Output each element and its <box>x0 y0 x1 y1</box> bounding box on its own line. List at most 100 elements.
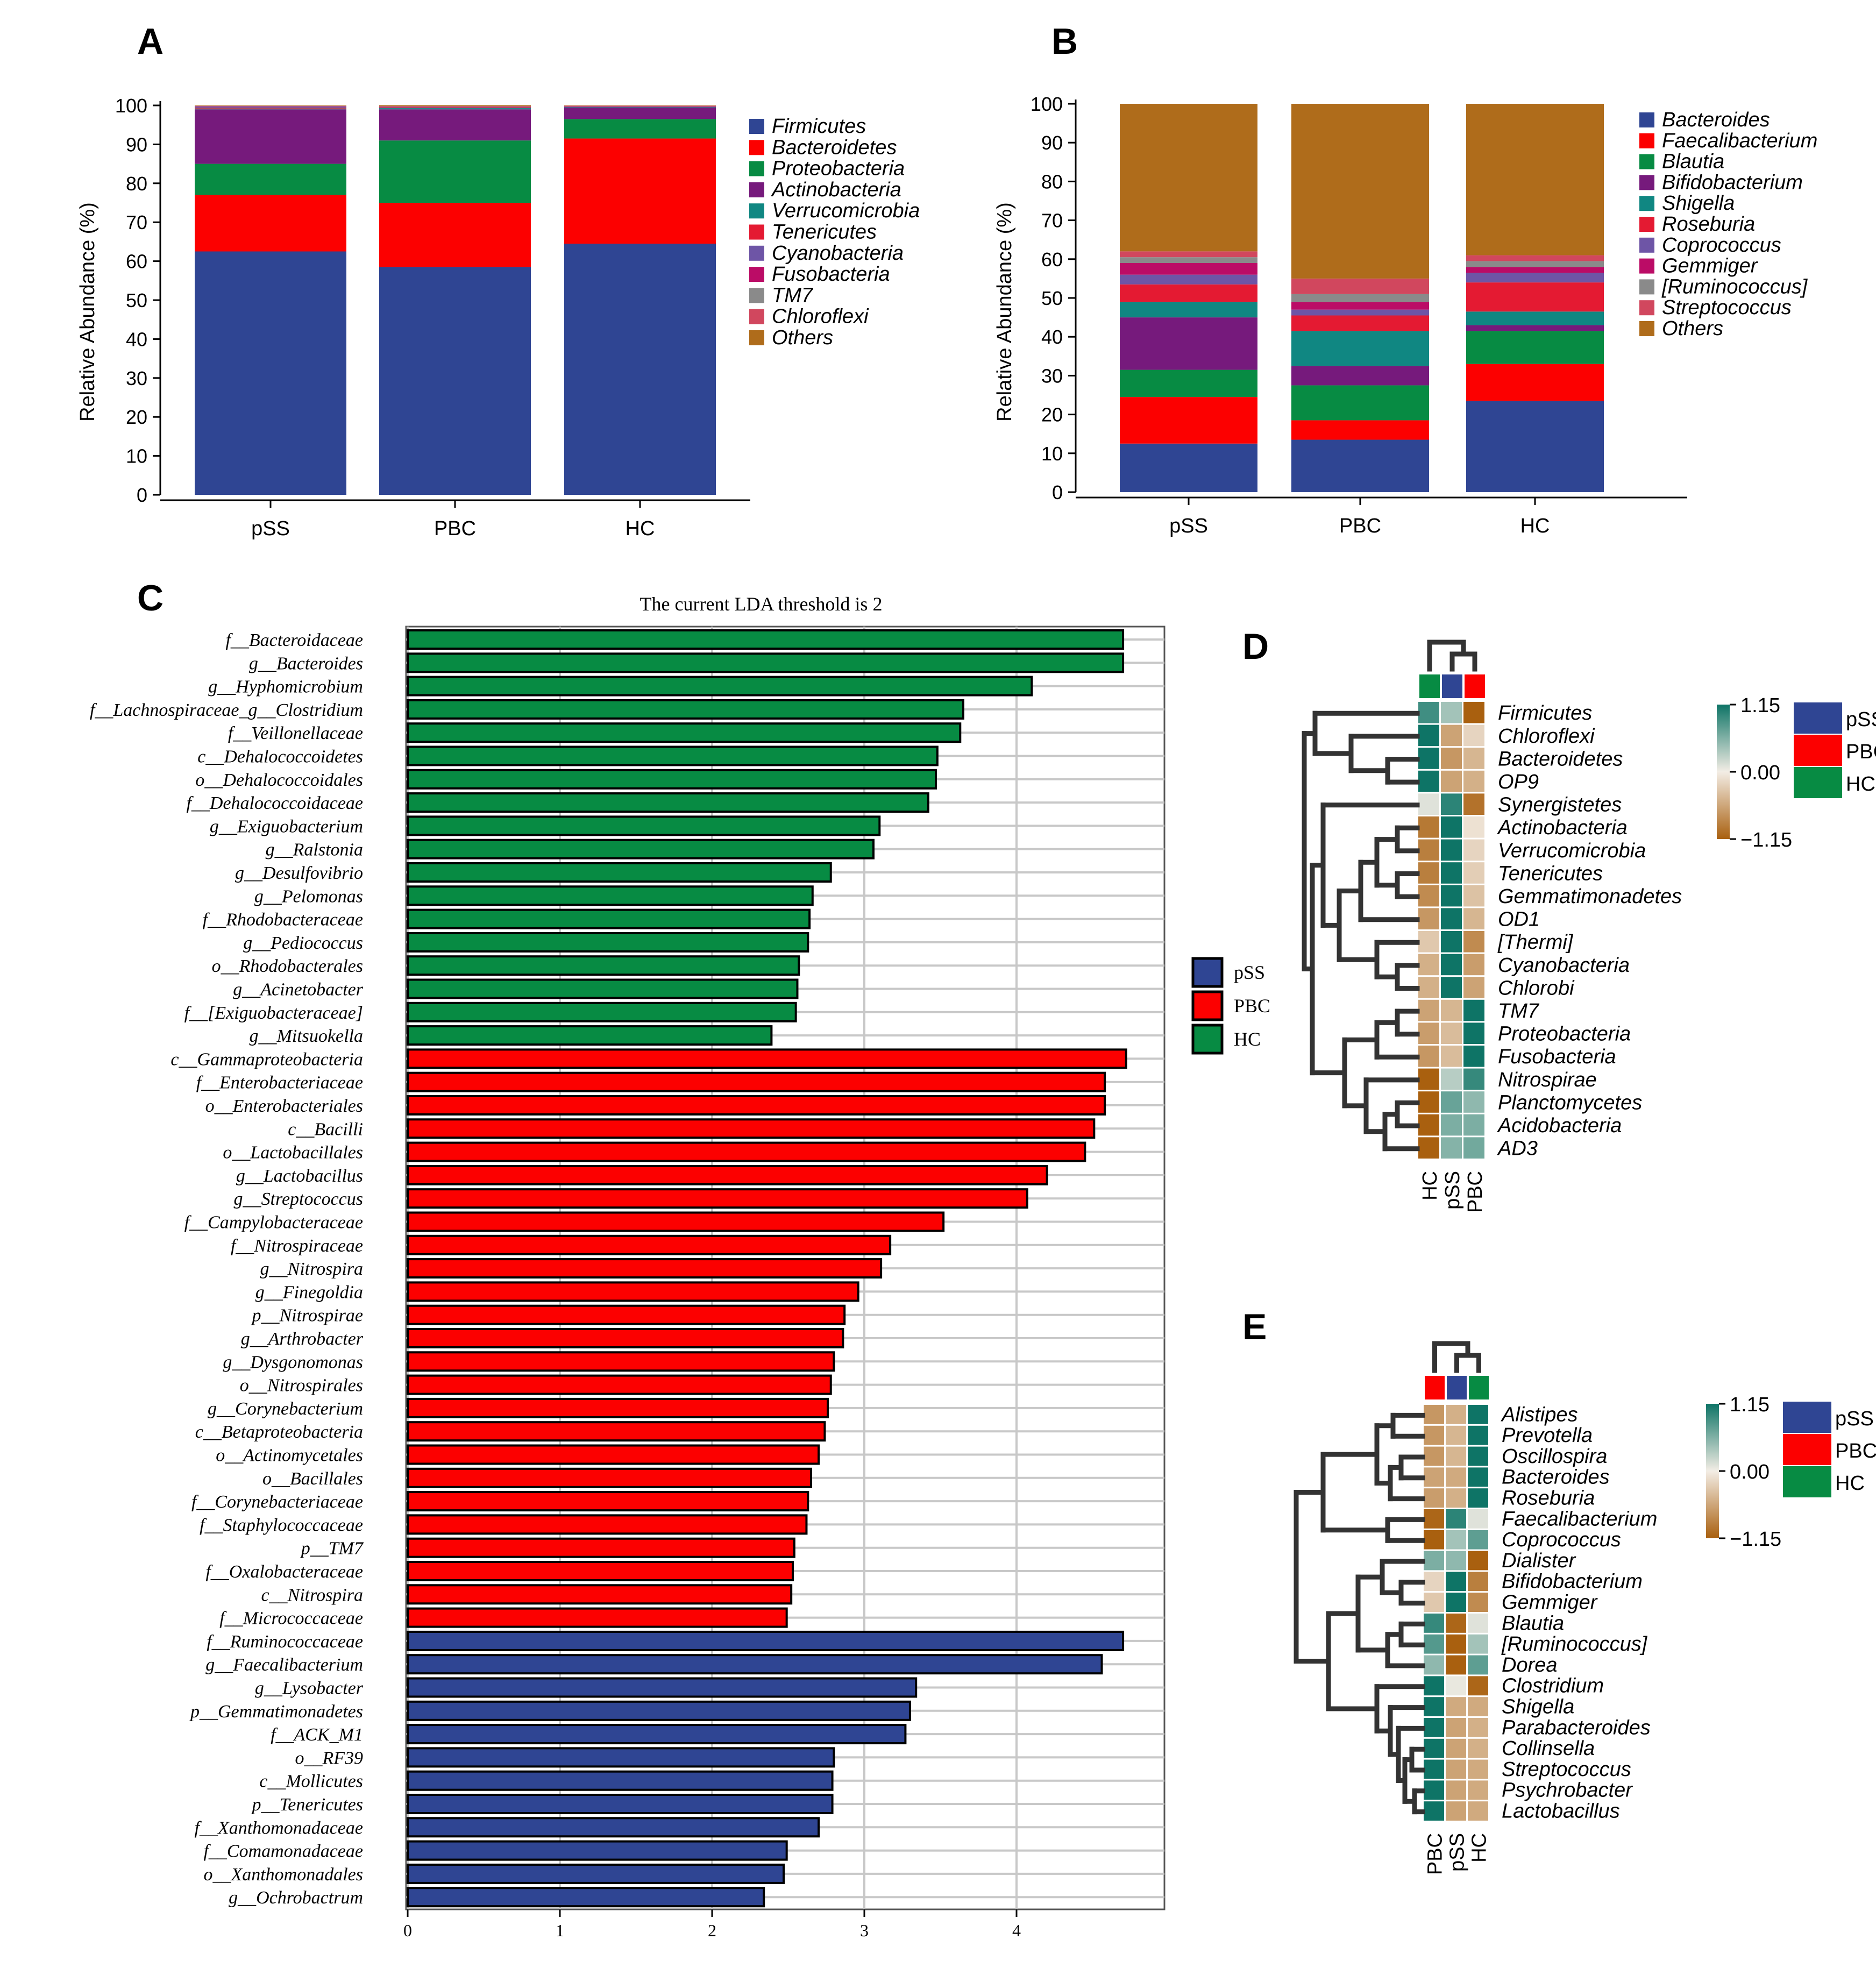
heatmap-cell-bacteroidetes-pbc <box>1463 748 1484 769</box>
heatmap-cell-alistipes-pss <box>1446 1405 1466 1424</box>
y-tick-label: 20 <box>1041 404 1063 426</box>
lda-bar-label: o__Nitrospirales <box>240 1376 363 1396</box>
lda-bar-label: f__Rhodobacteraceae <box>203 910 363 930</box>
lda-bar-label: g__Nitrospira <box>260 1259 363 1279</box>
bar-segment-hc-actinobacteria <box>564 107 716 119</box>
legend-swatch-roseburia <box>1639 217 1654 232</box>
legend-swatch-tm7 <box>749 288 764 303</box>
lda-bar-f-staphylococcaceae <box>407 1514 808 1535</box>
legend-label-others: Others <box>772 326 833 349</box>
lda-bar-g-streptococcus <box>407 1188 1028 1209</box>
lda-bar-label: c__Nitrospira <box>261 1585 363 1605</box>
legend-label-bacteroides: Bacteroides <box>1662 109 1770 131</box>
legend-swatch-gemmiger <box>1639 258 1654 274</box>
x-tick-label-pbc: PBC <box>434 517 476 540</box>
lda-bar-label: f__Campylobacteraceae <box>184 1213 363 1233</box>
row-label-roseburia: Roseburia <box>1502 1487 1595 1509</box>
lda-bar-o-dehalococcoidales <box>407 769 937 790</box>
lda-bar-label: g__Faecalibacterium <box>205 1655 363 1675</box>
legend-swatch-streptococcus <box>1639 300 1654 316</box>
legend-label-pss: pSS <box>1835 1408 1874 1430</box>
heatmap-cell-gemmatimonadetes-pbc <box>1463 885 1484 907</box>
bar-segment-pbc-coprococcus <box>1291 309 1429 316</box>
legend-swatch-proteobacteria <box>749 161 764 176</box>
row-label-synergistetes: Synergistetes <box>1498 794 1622 816</box>
row-label-verrucomicrobia: Verrucomicrobia <box>1498 840 1646 862</box>
lda-bar-label: f__Staphylococcaceae <box>200 1515 363 1535</box>
lda-bar-label: g__Pediococcus <box>243 933 363 953</box>
heatmap-cell-chloroflexi-pbc <box>1463 724 1484 747</box>
bar-segment-hc-bacteroides <box>1466 401 1604 492</box>
lda-bar-label: g__Lysobacter <box>255 1679 364 1699</box>
row-label-coprococcus: Coprococcus <box>1502 1529 1621 1551</box>
x-tick-label: 1 <box>556 1921 564 1940</box>
y-tick-label: 50 <box>126 289 147 311</box>
x-tick-label-hc: HC <box>1520 515 1550 537</box>
row-label-op9: OP9 <box>1498 771 1539 793</box>
lda-bar-c-betaproteobacteria <box>407 1421 826 1442</box>
heatmap-cell-lactobacillus-pss <box>1446 1801 1466 1821</box>
bar-segment-pbc-verrucomicrobia <box>379 108 531 110</box>
heatmap-cell-dialister-hc <box>1468 1551 1488 1571</box>
legend-label-pss: pSS <box>1234 962 1265 983</box>
lda-bar-f-ack-m1 <box>407 1724 907 1745</box>
bar-segment-hc-others <box>1466 104 1604 255</box>
heatmap-cell-blautia-hc <box>1468 1614 1488 1633</box>
heatmap-cell-ad3-pbc <box>1463 1137 1484 1159</box>
legend-label-blautia: Blautia <box>1662 151 1724 173</box>
lda-bar-g-faecalibacterium <box>407 1654 1103 1675</box>
heatmap-cell-tenericutes-hc <box>1418 862 1439 884</box>
bar-segment-pss-ruminococcus <box>1120 257 1257 264</box>
row-label-nitrospirae: Nitrospirae <box>1498 1069 1597 1091</box>
column-group-bar-pss <box>1447 1376 1467 1399</box>
heatmap-cell-chloroflexi-hc <box>1418 724 1439 747</box>
heatmap-cell-fusobacteria-pss <box>1441 1046 1462 1067</box>
lda-bar-f-xanthomonadaceae <box>407 1817 820 1838</box>
lda-bar-g-ochrobactrum <box>407 1887 765 1908</box>
heatmap-cell-cyanobacteria-pbc <box>1463 954 1484 976</box>
legend-label-pbc: PBC <box>1835 1440 1876 1462</box>
lda-bar-g-hyphomicrobium <box>407 676 1033 697</box>
legend-label-others: Others <box>1662 317 1723 340</box>
lda-bar-label: f__Xanthomonadaceae <box>195 1818 364 1838</box>
lda-bar-label: g__Hyphomicrobium <box>208 677 363 697</box>
legend-swatch-pbc <box>1191 990 1224 1021</box>
bar-segment-pbc-streptococcus <box>1291 278 1429 294</box>
heatmap-cell-op9-pss <box>1441 770 1462 792</box>
color-scale-label: 0.00 <box>1730 1461 1770 1483</box>
bar-segment-hc-shigella <box>1466 311 1604 325</box>
heatmap-cell-planctomycetes-hc <box>1418 1091 1439 1113</box>
y-tick-label: 100 <box>115 95 147 117</box>
legend-label-tenericutes: Tenericutes <box>772 221 877 244</box>
legend-swatch-pss <box>1783 1402 1831 1433</box>
heatmap-cell-od1-hc <box>1418 908 1439 929</box>
heatmap-cell-ad3-hc <box>1418 1137 1439 1159</box>
heatmap-cell-proteobacteria-hc <box>1418 1022 1439 1044</box>
bar-segment-pss-faecalibacterium <box>1120 397 1257 444</box>
row-label-od1: OD1 <box>1498 908 1540 931</box>
heatmap-cell-fusobacteria-hc <box>1418 1046 1439 1067</box>
heatmap-cell-bacteroides-hc <box>1468 1467 1488 1487</box>
lda-bar-label: g__Ralstonia <box>266 840 363 860</box>
column-label-hc: HC <box>1419 1171 1441 1200</box>
y-tick-label: 100 <box>1031 93 1063 115</box>
legend-swatch-tenericutes <box>749 224 764 240</box>
lda-bar-label: g__Corynebacterium <box>208 1399 363 1419</box>
legend-swatch-hc <box>1191 1024 1224 1055</box>
panel-a-ylabel: Relative Abundance (%) <box>76 202 99 422</box>
heatmap-cell-od1-pss <box>1441 908 1462 929</box>
bar-segment-pbc-bacteroides <box>1291 439 1429 492</box>
lda-bar-label: g__Arthrobacter <box>241 1329 364 1349</box>
bar-segment-pss-proteobacteria <box>195 164 346 195</box>
heatmap-cell-prevotella-pss <box>1446 1425 1466 1445</box>
legend-label-pbc: PBC <box>1234 995 1270 1017</box>
bar-segment-pbc-shigella <box>1291 331 1429 366</box>
heatmap-cell-nitrospirae-pbc <box>1463 1068 1484 1090</box>
lda-bar-c-bacilli <box>407 1118 1096 1139</box>
heatmap-cell-chlorobi-hc <box>1418 977 1439 998</box>
lda-bar-label: g__Pelomonas <box>254 886 363 906</box>
lda-bar-g-mitsuokella <box>407 1025 773 1046</box>
row-label-bacteroidetes: Bacteroidetes <box>1498 748 1623 770</box>
heatmap-cell-op9-hc <box>1418 770 1439 792</box>
heatmap-cell-faecalibacterium-pbc <box>1424 1509 1444 1529</box>
